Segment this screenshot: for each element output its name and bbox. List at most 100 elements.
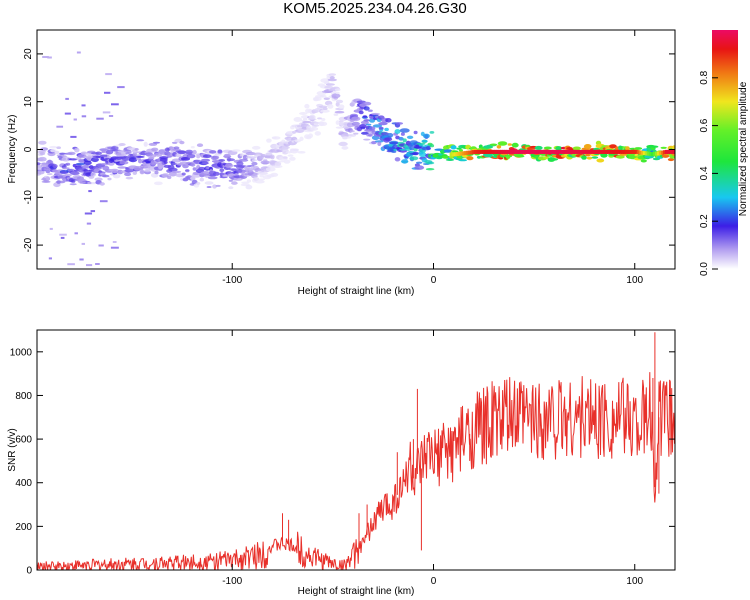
spectral-core [538,149,542,154]
spectral-blob [596,158,605,163]
spectral-blob [458,159,468,162]
spectral-blob [230,168,239,172]
spectral-blob [391,150,397,153]
spectral-blob [171,170,182,174]
spectral-core [602,149,606,154]
spectral-outlier [95,263,100,265]
spectral-core [499,149,504,154]
spectral-blob [215,184,221,187]
spectral-outlier [56,125,64,128]
spectral-blob [245,184,253,190]
spectral-blob [154,170,159,175]
spectral-blob [134,148,139,151]
spectral-core [600,149,604,154]
spectral-blob [600,152,608,158]
spectral-core [582,149,586,154]
spectral-outlier [81,242,85,245]
spectral-core [546,149,550,154]
spectral-blob [83,160,92,166]
spectral-blob [99,182,105,186]
spectral-blob [413,130,418,135]
spectral-core [644,151,649,156]
spectral-blob [353,132,359,135]
spectral-blob [341,136,352,139]
spectral-blob [253,172,259,175]
spectral-blob [105,149,114,155]
spectral-outlier [100,154,108,157]
spectral-blob [333,113,339,116]
spectral-blob [323,97,330,100]
spectral-blob [322,107,328,110]
y-tick-label: 1000 [10,347,33,358]
spectrogram-x-label: Height of straight line (km) [298,286,415,297]
spectral-core [666,149,671,154]
snr-x-label: Height of straight line (km) [298,586,415,597]
spectral-blob [429,131,435,134]
spectral-blob [327,104,334,109]
spectral-core [451,152,455,157]
spectral-core [477,149,482,154]
spectral-outlier [102,111,111,114]
spectral-blob [260,160,270,165]
spectral-core [524,149,528,154]
spectral-core [606,149,610,154]
spectral-core [580,149,584,154]
spectral-core [550,149,554,154]
spectral-blob [349,130,355,133]
spectral-blob [81,165,91,169]
spectral-blob [117,166,127,169]
spectral-core [560,149,564,154]
spectral-blob [217,149,223,153]
spectral-blob [324,85,333,89]
spectral-blob [95,167,102,170]
spectral-core [608,149,612,154]
spectral-blob [46,173,53,176]
spectral-blob [265,166,276,172]
spectral-blob [667,158,675,162]
spectral-blob [319,121,328,127]
spectral-blob [95,151,102,156]
spectral-outlier [60,236,65,239]
spectral-blob [304,103,310,109]
spectral-blob [378,126,384,130]
spectral-core [487,149,492,154]
spectral-blob [293,148,299,152]
spectral-blob [158,149,166,155]
spectral-blob [144,168,151,173]
spectral-blob [425,161,435,165]
spectral-blob [389,141,399,145]
spectral-core [510,149,514,154]
spectral-core [540,149,544,154]
colorbar: 0.0 0.2 0.4 0.6 0.8 Normalized spectral ampl… [699,30,749,276]
spectral-blob [91,157,99,163]
spectral-blob [583,144,592,149]
y-tick-label: 0 [26,566,32,577]
spectral-core [528,149,532,154]
spectral-blob [449,155,455,159]
spectral-blob [555,146,563,151]
spectral-outlier [99,200,108,203]
spectral-blob [270,172,279,177]
spectral-core [520,149,524,154]
spectral-core [554,149,558,154]
spectral-blob [334,110,345,114]
spectral-blob [321,118,326,121]
spectral-core [592,149,596,154]
spectral-blob [507,143,512,146]
spectral-blob [293,117,303,122]
spectral-blob [41,162,48,166]
spectral-outlier [104,91,111,94]
spectral-core [483,149,488,154]
spectral-blob [331,93,341,99]
spectral-core [455,152,459,156]
spectral-outlier [67,263,75,266]
spectral-blob [192,167,197,171]
spectral-blob [394,129,401,134]
spectral-blob [309,114,316,120]
spectral-blob [63,173,72,177]
spectral-outlier [87,182,92,185]
colorbar-tick-label: 0.6 [699,118,710,132]
spectral-blob [283,159,291,164]
spectral-core [626,149,631,154]
spectral-blob [190,146,195,149]
